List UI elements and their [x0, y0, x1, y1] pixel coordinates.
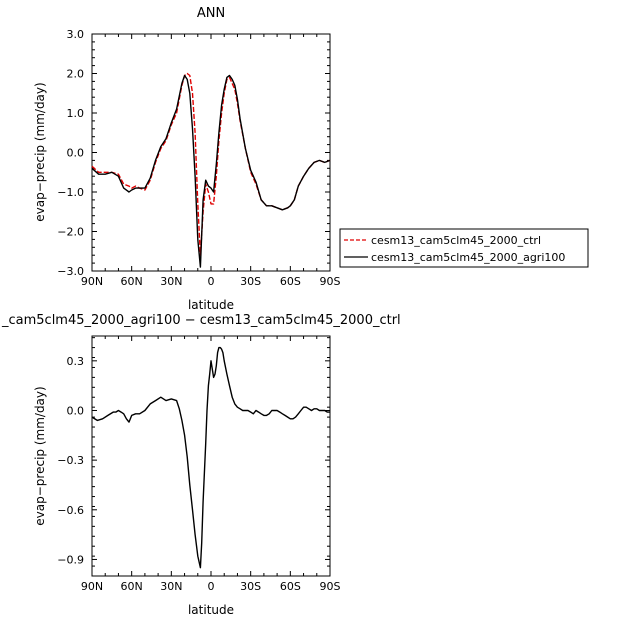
- x-tick-label: 90N: [81, 275, 103, 288]
- y-tick-label: −2.0: [57, 226, 84, 239]
- y-tick-label: −0.6: [57, 504, 84, 517]
- x-tick-label: 60N: [121, 275, 143, 288]
- y-tick-label: 2.0: [67, 68, 85, 81]
- legend-box: [339, 228, 589, 268]
- bottom-x-axis-label: latitude: [188, 603, 234, 617]
- legend-agri100-label: cesm13_cam5clm45_2000_agri100: [371, 251, 565, 264]
- y-tick-label: −3.0: [57, 265, 84, 278]
- top-chart-title: ANN: [197, 6, 225, 21]
- x-tick-label: 60N: [121, 580, 143, 593]
- y-tick-label: 0.0: [67, 147, 85, 160]
- y-tick-label: 0.3: [67, 355, 85, 368]
- x-tick-label: 30S: [240, 275, 261, 288]
- difference-series-line: [91, 346, 330, 569]
- x-tick-label: 0: [208, 275, 215, 288]
- y-tick-label: −0.9: [57, 553, 84, 566]
- bottom-plot-frame: [91, 335, 331, 577]
- top-plot-frame: [91, 33, 331, 272]
- x-tick-label: 90S: [320, 580, 341, 593]
- series-line-cesm13-cam5clm45-2000-agri100: [91, 74, 331, 268]
- y-tick-label: 1.0: [67, 107, 85, 120]
- top-x-axis-label: latitude: [188, 298, 234, 312]
- legend-ctrl-label: cesm13_cam5clm45_2000_ctrl: [371, 234, 541, 247]
- x-tick-label: 90S: [320, 275, 341, 288]
- top-panel: ANN 90N 60N 30N 0 30S 60S 90S −3.0 −2.0 −1.0 0.0 1.…: [33, 6, 341, 312]
- y-tick-label: −0.3: [57, 454, 84, 467]
- x-tick-label: 30N: [160, 580, 182, 593]
- x-tick-label: 60S: [280, 580, 301, 593]
- y-tick-label: 3.0: [67, 28, 85, 41]
- x-tick-label: 0: [208, 580, 215, 593]
- bottom-chart-title: _cam5clm45_2000_agri100 − cesm13_cam5clm…: [1, 313, 401, 328]
- x-tick-label: 60S: [280, 275, 301, 288]
- y-tick-label: 0.0: [67, 404, 85, 417]
- y-tick-label: −1.0: [57, 186, 84, 199]
- x-tick-label: 30S: [240, 580, 261, 593]
- top-y-axis-label: evap−precip (mm/day): [33, 82, 47, 221]
- series-line-cesm13-cam5clm45-2000-ctrl: [91, 72, 331, 256]
- legend: cesm13_cam5clm45_2000_ctrl cesm13_cam5cl…: [339, 228, 589, 268]
- bottom-panel: _cam5clm45_2000_agri100 − cesm13_cam5clm…: [1, 313, 401, 617]
- bottom-y-axis-label: evap−precip (mm/day): [33, 386, 47, 525]
- x-tick-label: 30N: [160, 275, 182, 288]
- x-tick-label: 90N: [81, 580, 103, 593]
